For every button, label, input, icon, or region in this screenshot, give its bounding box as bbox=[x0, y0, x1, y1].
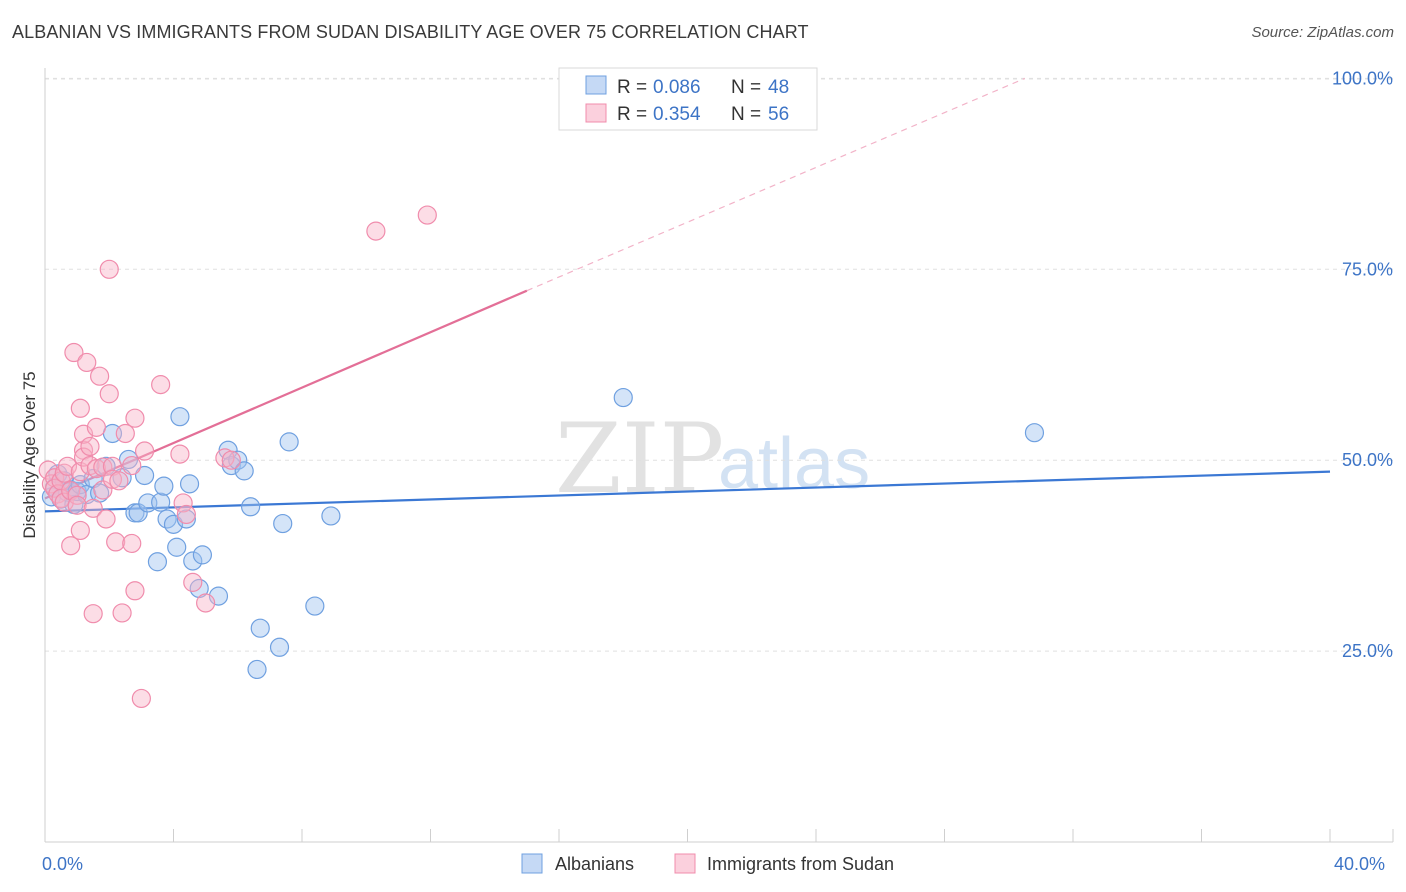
point-sudan bbox=[83, 498, 103, 518]
legend-n-label-albanians: N = bbox=[731, 77, 761, 98]
point-sudan bbox=[57, 456, 78, 476]
legend-r-value-sudan: 0.354 bbox=[653, 104, 701, 125]
point-albanians bbox=[613, 387, 633, 408]
point-sudan bbox=[64, 342, 84, 363]
point-sudan bbox=[70, 520, 90, 541]
point-sudan bbox=[90, 366, 110, 386]
legend-swatch-albanians bbox=[585, 75, 607, 95]
point-sudan bbox=[366, 221, 386, 241]
data-points bbox=[38, 205, 1045, 709]
x-tick-label-max: 40.0% bbox=[1334, 854, 1385, 874]
point-albanians bbox=[221, 455, 241, 476]
point-albanians bbox=[154, 476, 174, 496]
point-sudan bbox=[70, 462, 90, 482]
y-tick-label: 50.0% bbox=[1342, 450, 1393, 470]
point-albanians bbox=[167, 537, 187, 557]
point-sudan bbox=[196, 593, 216, 613]
point-albanians bbox=[305, 596, 325, 616]
bottom-legend-label-albanians: Albanians bbox=[555, 854, 634, 874]
watermark-atlas: atlas bbox=[718, 424, 870, 504]
point-sudan bbox=[70, 398, 90, 418]
point-albanians bbox=[241, 497, 261, 517]
point-sudan bbox=[109, 471, 129, 491]
point-sudan bbox=[99, 259, 119, 279]
chart-title: ALBANIAN VS IMMIGRANTS FROM SUDAN DISABI… bbox=[12, 22, 809, 42]
point-sudan bbox=[102, 469, 123, 489]
point-sudan bbox=[131, 688, 151, 709]
y-axis-title: Disability Age Over 75 bbox=[20, 371, 39, 538]
point-albanians bbox=[192, 545, 213, 565]
legend-n-value-albanians: 48 bbox=[768, 77, 789, 98]
series-legend: Albanians Immigrants from Sudan bbox=[521, 853, 894, 874]
point-sudan bbox=[61, 536, 81, 556]
point-sudan bbox=[125, 408, 145, 428]
point-albanians bbox=[269, 637, 290, 657]
point-sudan bbox=[134, 441, 155, 461]
point-sudan bbox=[112, 603, 132, 623]
point-sudan bbox=[99, 384, 119, 404]
source-label: Source: ZipAtlas.com bbox=[1251, 24, 1394, 41]
point-albanians bbox=[183, 551, 203, 571]
point-albanians bbox=[234, 461, 254, 481]
point-sudan bbox=[93, 480, 113, 500]
point-albanians bbox=[179, 474, 200, 494]
point-sudan bbox=[151, 375, 171, 395]
point-sudan bbox=[45, 478, 65, 499]
legend-n-label-sudan: N = bbox=[731, 104, 761, 125]
legend-r-label-sudan: R = bbox=[617, 104, 647, 125]
point-albanians bbox=[321, 506, 341, 526]
point-sudan bbox=[86, 417, 107, 437]
point-albanians bbox=[250, 618, 270, 638]
point-sudan bbox=[67, 485, 87, 505]
legend-n-value-sudan: 56 bbox=[768, 104, 789, 125]
point-albanians bbox=[157, 509, 177, 529]
point-sudan bbox=[125, 581, 145, 601]
legend-swatch-sudan bbox=[585, 103, 607, 123]
bottom-legend-swatch-albanians bbox=[521, 853, 543, 874]
axes bbox=[44, 68, 1394, 843]
trend-line-sudan bbox=[44, 289, 528, 500]
point-albanians bbox=[273, 513, 293, 534]
point-albanians bbox=[176, 509, 196, 529]
point-albanians bbox=[1024, 423, 1045, 443]
legend-r-value-albanians: 0.086 bbox=[653, 77, 701, 98]
watermark-zip: ZIP bbox=[555, 403, 724, 515]
y-tick-label: 25.0% bbox=[1342, 641, 1393, 661]
point-sudan bbox=[173, 493, 193, 513]
point-sudan bbox=[176, 504, 196, 525]
y-tick-label: 75.0% bbox=[1342, 259, 1393, 279]
point-albanians bbox=[279, 432, 299, 452]
point-albanians bbox=[134, 465, 155, 486]
point-sudan bbox=[96, 509, 116, 529]
point-albanians bbox=[128, 503, 148, 523]
point-sudan bbox=[170, 444, 190, 464]
point-albanians bbox=[247, 659, 267, 680]
point-sudan bbox=[86, 458, 107, 479]
legend-r-label-albanians: R = bbox=[617, 77, 647, 98]
point-albanians bbox=[170, 407, 190, 427]
point-sudan bbox=[67, 495, 87, 515]
point-albanians bbox=[147, 552, 168, 572]
point-sudan bbox=[122, 533, 142, 554]
bottom-legend-swatch-sudan bbox=[674, 853, 696, 874]
point-sudan bbox=[417, 205, 437, 225]
bottom-legend-label-sudan: Immigrants from Sudan bbox=[707, 854, 894, 874]
point-sudan bbox=[122, 455, 142, 476]
point-sudan bbox=[83, 604, 103, 624]
point-sudan bbox=[115, 423, 135, 444]
point-sudan bbox=[221, 450, 241, 470]
point-albanians bbox=[163, 514, 184, 534]
y-tick-labels: 25.0% 50.0% 75.0% 100.0% bbox=[1332, 68, 1393, 661]
point-sudan bbox=[77, 352, 97, 373]
gridlines bbox=[45, 77, 1393, 652]
x-tick-label-min: 0.0% bbox=[42, 854, 83, 874]
point-sudan bbox=[80, 436, 100, 457]
y-tick-label: 100.0% bbox=[1332, 68, 1393, 88]
point-albanians bbox=[151, 492, 171, 512]
trend-line-sudan-extrapolated bbox=[526, 77, 1026, 292]
point-sudan bbox=[106, 532, 126, 552]
point-sudan bbox=[183, 572, 203, 592]
correlation-legend: R = 0.086 N = 48 R = 0.354 N = 56 bbox=[558, 67, 818, 131]
